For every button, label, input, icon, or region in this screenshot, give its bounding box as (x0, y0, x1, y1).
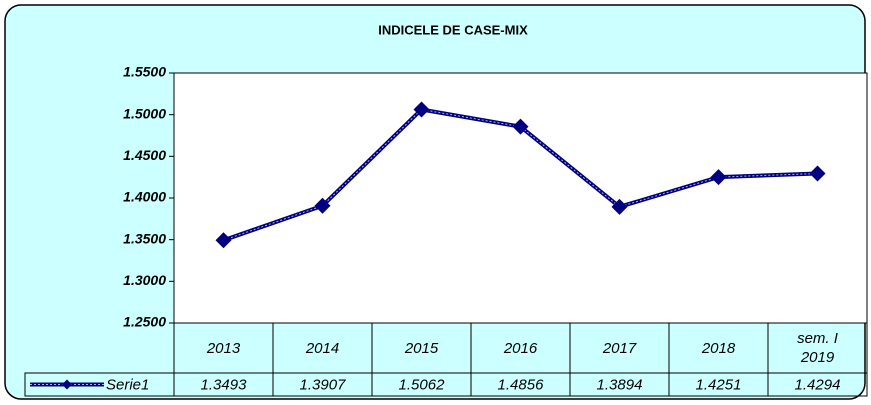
marker (611, 198, 628, 215)
plot-area (173, 72, 868, 324)
x-tick-label-box: 2017 (602, 339, 637, 357)
y-tick-label: 1.5000 (123, 105, 166, 121)
marker (710, 169, 727, 186)
y-tick-label: 1.3000 (123, 272, 166, 288)
x-tick-label: sem. I 2019 (797, 330, 838, 366)
table-cell (767, 372, 868, 397)
x-tick-label-box: 2015 (404, 339, 439, 357)
y-tick-label: 1.2500 (123, 314, 166, 330)
marker (215, 232, 232, 249)
y-tick-label: 1.4500 (123, 147, 166, 163)
table-value: 1.4294 (795, 376, 841, 393)
x-tick-label-box: 2014 (305, 339, 340, 357)
table-value: 1.3894 (597, 376, 643, 393)
chart-title: INDICELE DE CASE-MIX (378, 22, 528, 37)
y-tick-label: 1.5500 (123, 64, 166, 80)
marker (413, 101, 430, 118)
table-value: 1.5062 (399, 376, 446, 393)
x-tick-label: 2016 (503, 339, 538, 357)
marker (512, 118, 529, 135)
y-tick-label: 1.4000 (123, 189, 166, 205)
x-tick-label-box: 2018 (701, 339, 736, 357)
x-tick-label-box: sem. I 2019 (797, 330, 838, 366)
x-tick-label: 2018 (701, 339, 736, 357)
x-tick-label-box: 2016 (503, 339, 538, 357)
table-value: 1.4251 (696, 376, 742, 393)
x-tick-label: 2014 (305, 339, 340, 357)
x-tick-label: 2015 (404, 339, 439, 357)
table-value: 1.3493 (201, 376, 248, 393)
x-tick-label: 2013 (206, 339, 241, 357)
table-value: 1.3907 (300, 376, 347, 393)
legend-label: Serie1 (106, 376, 149, 393)
y-tick-label: 1.3500 (123, 230, 166, 246)
table-value: 1.4856 (498, 376, 545, 393)
x-tick-label: 2017 (602, 339, 637, 357)
marker (809, 165, 826, 182)
marker (314, 197, 331, 214)
legend-marker (62, 379, 72, 390)
x-tick-label-box: 2013 (206, 339, 241, 357)
